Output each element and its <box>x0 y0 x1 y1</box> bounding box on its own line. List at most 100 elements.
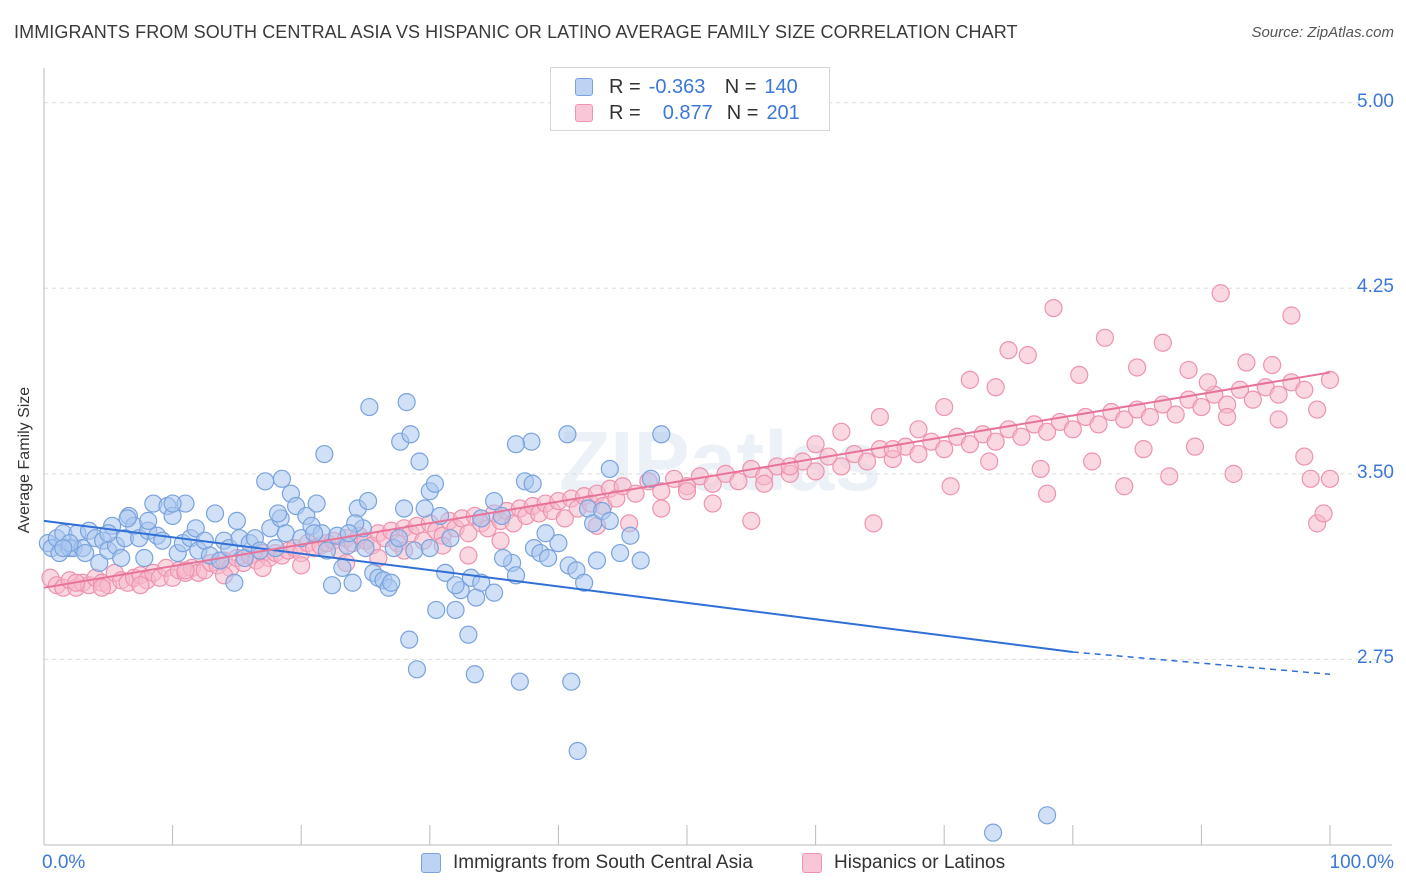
blue-data-point <box>205 504 225 523</box>
pink-data-point <box>1269 410 1288 429</box>
legend-n-value: 140 <box>764 75 798 98</box>
pink-data-point <box>755 474 774 493</box>
blue-data-point <box>76 543 95 563</box>
blue-data-point <box>472 573 491 592</box>
blue-data-point <box>446 600 465 620</box>
blue-data-point <box>465 665 484 684</box>
pink-data-point <box>652 499 671 518</box>
blue-data-point <box>510 672 529 691</box>
pink-data-point <box>1115 410 1134 429</box>
blue-data-point <box>112 548 131 568</box>
blue-data-point <box>268 504 288 523</box>
pink-data-point <box>1179 360 1198 380</box>
pink-data-point <box>909 444 928 464</box>
pink-data-point <box>1115 477 1134 496</box>
pink-data-point <box>742 511 761 530</box>
bottom-legend-swatch-pink <box>802 853 822 873</box>
pink-data-point <box>806 435 825 454</box>
pink-data-point <box>1012 427 1031 446</box>
pink-data-point <box>1295 380 1314 399</box>
pink-data-point <box>935 440 954 459</box>
pink-data-point <box>1320 370 1340 389</box>
blue-data-point <box>315 444 334 464</box>
pink-data-point <box>780 457 799 476</box>
blue-data-point <box>600 511 619 530</box>
blue-trend-line <box>43 519 1073 654</box>
y-tick-label-2: 3.50 <box>1357 461 1394 483</box>
blue-data-point <box>339 524 358 543</box>
blue-data-point <box>522 432 541 451</box>
blue-data-point <box>427 600 446 620</box>
pink-data-point <box>1044 299 1063 318</box>
bottom-legend-hispanics: Hispanics or Latinos <box>802 852 1005 874</box>
legend-n-value: 201 <box>766 101 800 124</box>
blue-data-point <box>441 529 460 548</box>
blue-data-point <box>485 583 504 602</box>
correlation-legend: R = -0.363 N = 140 R = 0.877 N = 201 <box>550 67 830 131</box>
pink-data-point <box>1237 353 1256 372</box>
pink-data-point <box>1263 355 1282 375</box>
pink-data-point <box>292 556 311 575</box>
pink-data-point <box>960 370 980 389</box>
blue-data-point <box>1037 806 1057 825</box>
legend-r-label: R = <box>609 75 641 98</box>
pink-data-point <box>909 420 928 439</box>
blue-data-point <box>401 425 420 444</box>
blue-data-point <box>983 823 1003 842</box>
pink-data-point <box>459 524 478 543</box>
pink-data-point <box>1031 459 1050 479</box>
chart-title: IMMIGRANTS FROM SOUTH CENTRAL ASIA VS HI… <box>14 22 1018 42</box>
blue-data-point <box>641 469 661 488</box>
pink-data-point <box>1301 469 1320 488</box>
legend-n-label: N = <box>726 101 759 124</box>
blue-data-point <box>425 474 445 493</box>
blue-data-point <box>139 511 158 530</box>
pink-data-point <box>677 482 697 501</box>
blue-data-point <box>394 499 414 518</box>
pink-data-point <box>131 576 150 595</box>
pink-data-point <box>491 531 510 550</box>
pink-data-point <box>999 341 1018 360</box>
pink-data-point <box>1127 358 1147 377</box>
legend-r-label: R = <box>609 101 641 124</box>
grid-lines <box>44 102 1392 660</box>
blue-data-point <box>322 576 342 595</box>
blue-data-point <box>506 435 526 454</box>
pink-data-point <box>1018 346 1037 365</box>
x-tick-min: 0.0% <box>42 852 86 873</box>
legend-n-label: N = <box>724 75 757 98</box>
blue-data-point <box>400 630 419 649</box>
blue-data-point <box>389 529 409 548</box>
blue-data-point <box>558 425 577 444</box>
trend-lines <box>43 371 1331 676</box>
pink-data-point <box>832 422 851 441</box>
pink-data-point <box>92 578 111 597</box>
legend-r-value: -0.363 <box>648 75 706 98</box>
pink-data-point <box>935 397 954 417</box>
pink-data-point <box>1295 447 1314 466</box>
pink-data-point <box>1243 390 1262 409</box>
legend-swatch-pink <box>575 104 593 122</box>
blue-data-point <box>568 741 587 761</box>
blue-data-point <box>446 576 465 595</box>
pink-data-point <box>555 509 574 528</box>
y-tick-label-1: 4.25 <box>1357 276 1394 298</box>
blue-data-point <box>256 472 275 491</box>
pink-data-point <box>1314 504 1333 523</box>
blue-data-point <box>587 551 607 570</box>
blue-data-point <box>317 541 337 560</box>
blue-data-point <box>523 474 542 493</box>
blue-data-point <box>459 625 478 644</box>
pink-data-point <box>459 546 478 565</box>
pink-data-point <box>1134 440 1153 459</box>
y-tick-label-3: 2.75 <box>1357 647 1394 669</box>
blue-data-point <box>420 538 439 558</box>
immigrant-points <box>38 393 1057 842</box>
bottom-legend-label-immigrants: Immigrants from South Central Asia <box>453 852 753 873</box>
pink-data-point <box>806 462 825 481</box>
blue-data-point <box>382 573 401 592</box>
blue-data-point <box>631 551 650 570</box>
pink-data-point <box>1198 373 1217 392</box>
legend-row-immigrants: R = -0.363 N = 140 <box>575 75 798 99</box>
